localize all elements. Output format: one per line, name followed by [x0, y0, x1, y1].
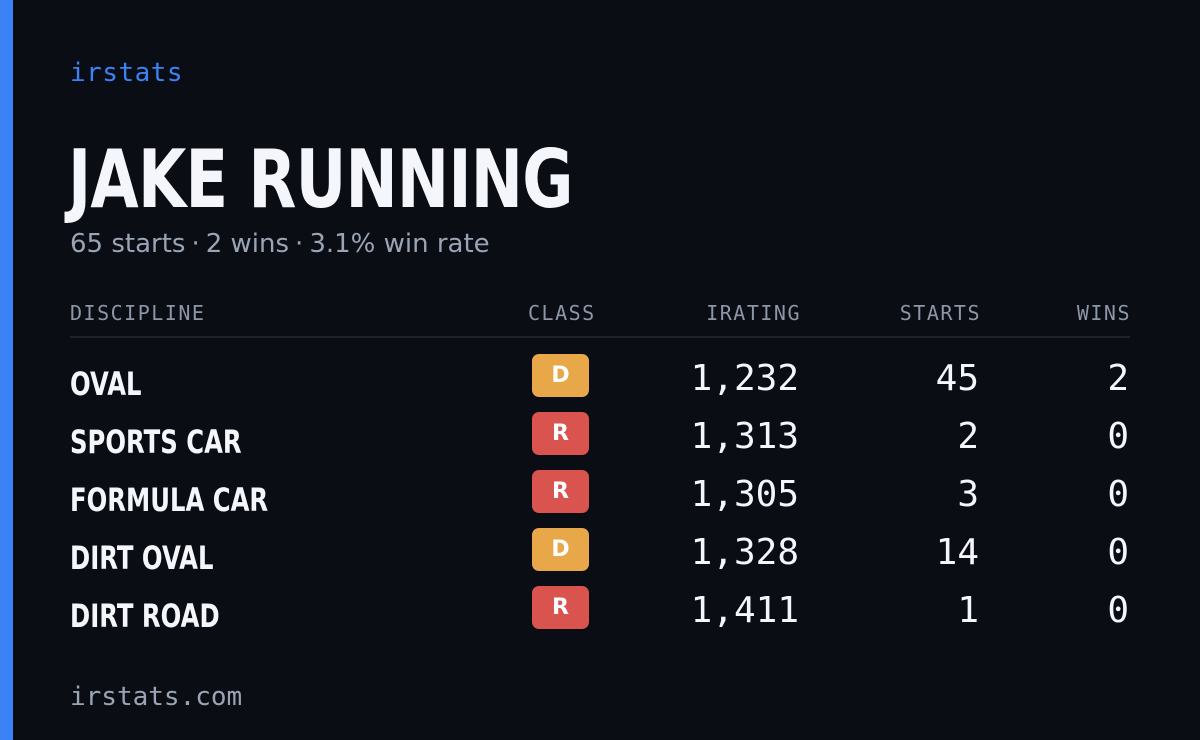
table-row: OVAL D 1,232 45 2	[0, 354, 1200, 412]
header-starts: STARTS	[899, 301, 981, 325]
table-row: FORMULA CAR R 1,305 3 0	[0, 470, 1200, 528]
class-badge: R	[532, 470, 589, 513]
class-badge: D	[532, 354, 589, 397]
summary-wins: 2 wins	[205, 229, 290, 259]
accent-bar	[0, 0, 13, 740]
irating-value: 1,313	[690, 416, 799, 457]
table-row: DIRT OVAL D 1,328 14 0	[0, 528, 1200, 586]
discipline-label: OVAL	[70, 365, 142, 403]
starts-value: 45	[935, 358, 979, 399]
irating-value: 1,232	[690, 358, 799, 399]
discipline-label: SPORTS CAR	[70, 423, 242, 461]
discipline-label: DIRT ROAD	[70, 597, 220, 635]
summary-win-rate: 3.1% win rate	[309, 229, 490, 259]
wins-value: 0	[1107, 474, 1129, 515]
starts-value: 2	[957, 416, 979, 457]
table-row: SPORTS CAR R 1,313 2 0	[0, 412, 1200, 470]
header-discipline: DISCIPLINE	[70, 301, 206, 325]
player-summary: 65 starts · 2 wins · 3.1% win rate	[70, 226, 490, 262]
class-badge: D	[532, 528, 589, 571]
header-wins: WINS	[1076, 301, 1131, 325]
class-badge: R	[532, 412, 589, 455]
header-irating: IRATING	[706, 301, 801, 325]
irating-value: 1,328	[690, 532, 799, 573]
player-name: JAKE RUNNING	[68, 133, 573, 226]
header-class: CLASS	[528, 301, 596, 325]
irating-value: 1,305	[690, 474, 799, 515]
starts-value: 3	[957, 474, 979, 515]
class-badge: R	[532, 586, 589, 629]
discipline-label: DIRT OVAL	[70, 539, 214, 577]
wins-value: 0	[1107, 416, 1129, 457]
starts-value: 1	[957, 590, 979, 631]
starts-value: 14	[935, 532, 979, 573]
brand-logo: irstats	[70, 58, 184, 88]
footer-domain: irstats.com	[70, 682, 243, 712]
summary-separator: ·	[295, 229, 304, 259]
wins-value: 0	[1107, 532, 1129, 573]
summary-starts: 65 starts	[70, 229, 186, 259]
table-row: DIRT ROAD R 1,411 1 0	[0, 586, 1200, 644]
wins-value: 2	[1107, 358, 1129, 399]
header-divider	[70, 336, 1130, 338]
summary-separator: ·	[191, 229, 200, 259]
discipline-label: FORMULA CAR	[70, 481, 269, 519]
wins-value: 0	[1107, 590, 1129, 631]
irating-value: 1,411	[690, 590, 799, 631]
